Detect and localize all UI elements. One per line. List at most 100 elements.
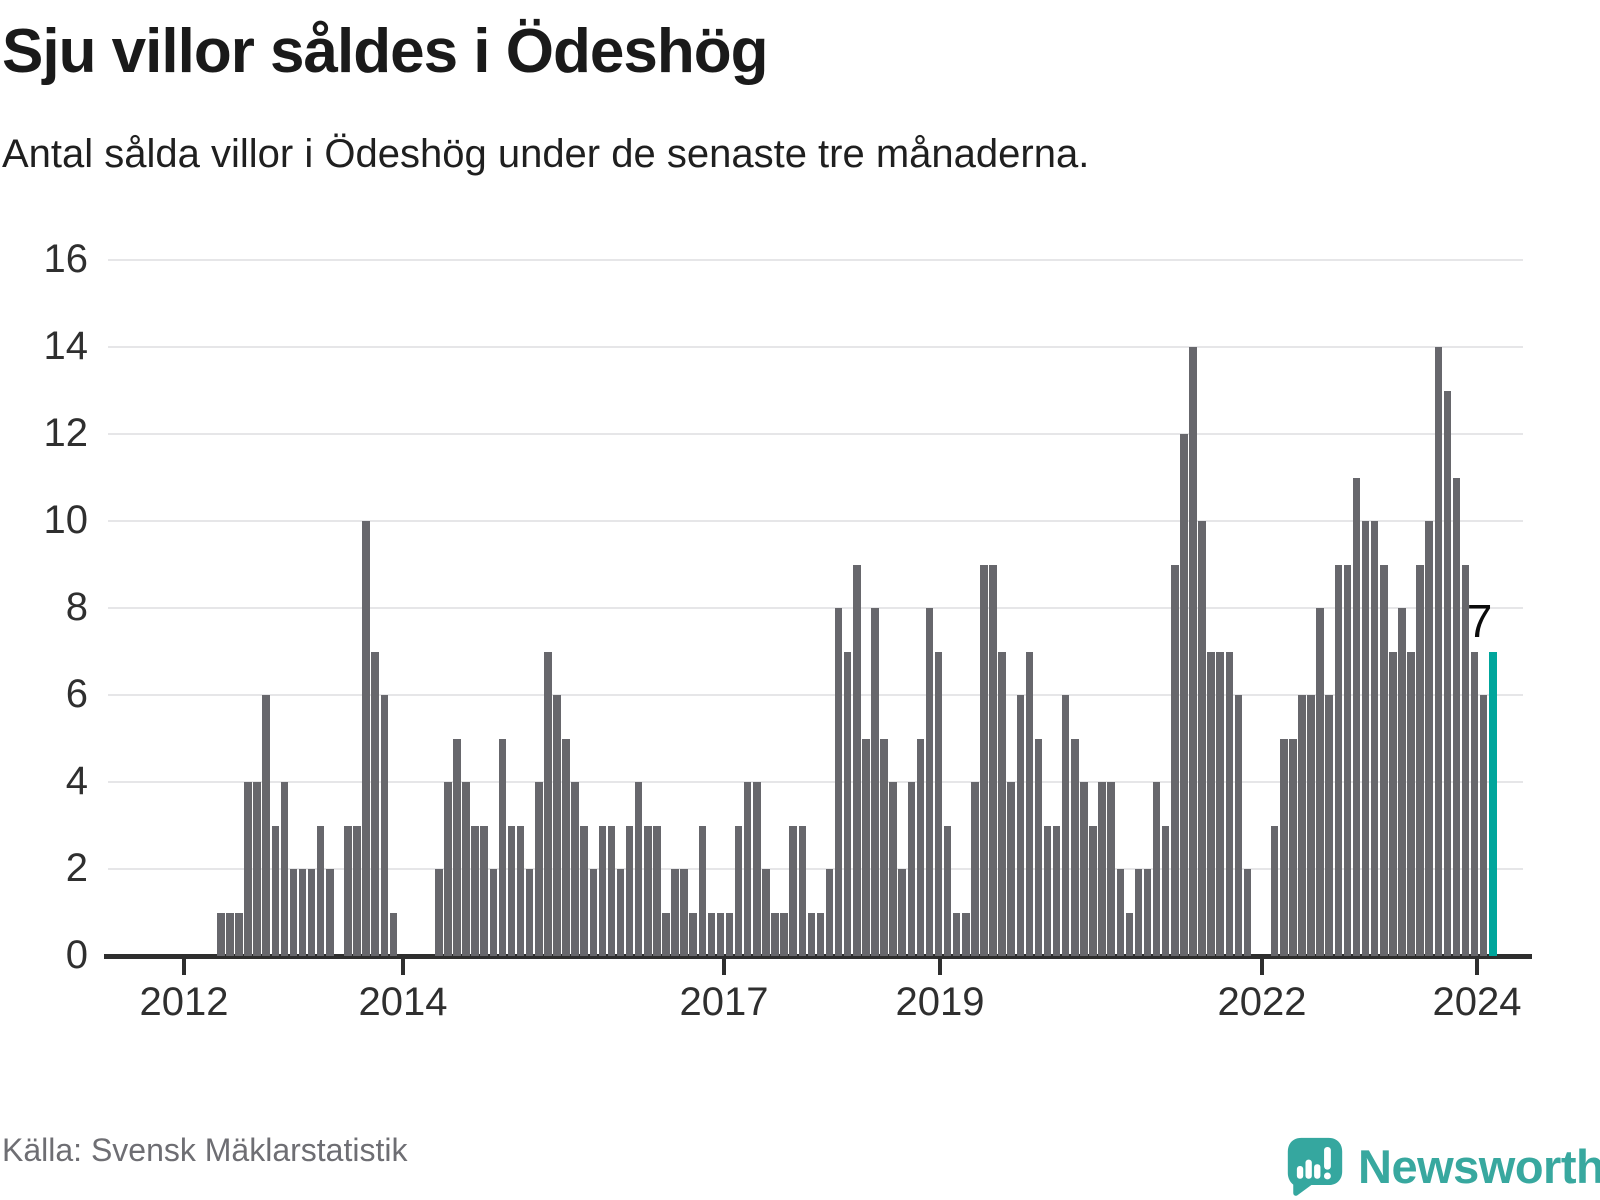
bar [1452,477,1461,956]
bar [1470,651,1479,956]
bar [1343,564,1352,956]
bar [1398,608,1406,956]
bar [662,912,670,956]
bar [1461,564,1470,956]
bar [616,869,625,956]
bar [1143,869,1152,956]
bar [680,869,688,956]
bar [862,738,870,956]
bar [943,825,952,956]
bar [1161,825,1170,956]
bar [1370,521,1379,956]
y-axis-tick-label: 4 [65,759,88,803]
x-axis-tick-label: 2017 [679,980,769,1024]
bar [1425,521,1433,956]
x-axis-tick [938,959,942,975]
bar [934,651,943,956]
bar [362,521,370,956]
bar [289,869,298,956]
bar [553,695,561,956]
bar [989,564,997,956]
y-axis-tick-label: 12 [43,411,89,455]
x-axis-tick-label: 2024 [1432,980,1522,1024]
bar [1352,477,1361,956]
bar [1025,651,1034,956]
bar [353,825,361,956]
bar [1043,825,1052,956]
bar [371,651,379,956]
bar [298,869,307,956]
x-axis-tick [1260,959,1264,975]
bar [1316,608,1324,956]
bar [725,912,734,956]
highlight-value-label: 7 [1466,594,1493,647]
y-axis-tick-label: 6 [65,672,88,716]
bar [1107,782,1115,956]
x-axis-tick [1475,959,1479,975]
bar [1189,347,1197,956]
bar [1443,390,1452,956]
bar [1016,695,1025,956]
bar [1270,825,1279,956]
y-axis-tick-label: 2 [65,846,88,890]
bar [907,782,916,956]
bar [634,782,643,956]
x-axis-tick [401,959,405,975]
bar [1243,869,1252,956]
bar [834,608,843,956]
bar [253,782,261,956]
bar [998,651,1006,956]
bar [562,738,570,956]
bar [625,825,634,956]
bar [607,825,616,956]
bar [716,912,725,956]
bar [816,912,825,956]
gridline [108,607,1523,609]
bar [789,825,797,956]
highlighted-bar [1489,651,1497,956]
bar [1389,651,1397,956]
bar [235,912,243,956]
bar [507,825,516,956]
bar [580,825,588,956]
bar [1325,695,1333,956]
bar [307,869,316,956]
bar [262,695,270,956]
bar [525,869,534,956]
bar [1134,869,1143,956]
bar [280,782,289,956]
y-axis-tick-label: 16 [43,237,89,281]
bar [444,782,452,956]
bar [1089,825,1097,956]
bar [1234,695,1243,956]
bar [1216,651,1224,956]
bar [689,912,697,956]
bar [843,651,852,956]
bar [271,825,280,956]
bar [807,912,816,956]
x-axis-tick [182,959,186,975]
bar [1152,782,1161,956]
bar [226,912,234,956]
bar [1361,521,1370,956]
bar [889,782,897,956]
bar [244,782,252,956]
bar [798,825,806,956]
bar [571,782,579,956]
bar [825,869,834,956]
bar [1407,651,1415,956]
bar [1479,695,1488,956]
bar [480,825,488,956]
bar [1098,782,1106,956]
bar [1307,695,1315,956]
bar [1007,782,1015,956]
gridline [108,346,1523,348]
x-axis-tick-label: 2012 [139,980,229,1024]
gridline [108,868,1523,870]
bar [1289,738,1297,956]
bar [898,869,906,956]
bar [707,912,716,956]
x-axis-tick-label: 2019 [895,980,985,1024]
bar [1280,738,1288,956]
bar [853,564,861,956]
